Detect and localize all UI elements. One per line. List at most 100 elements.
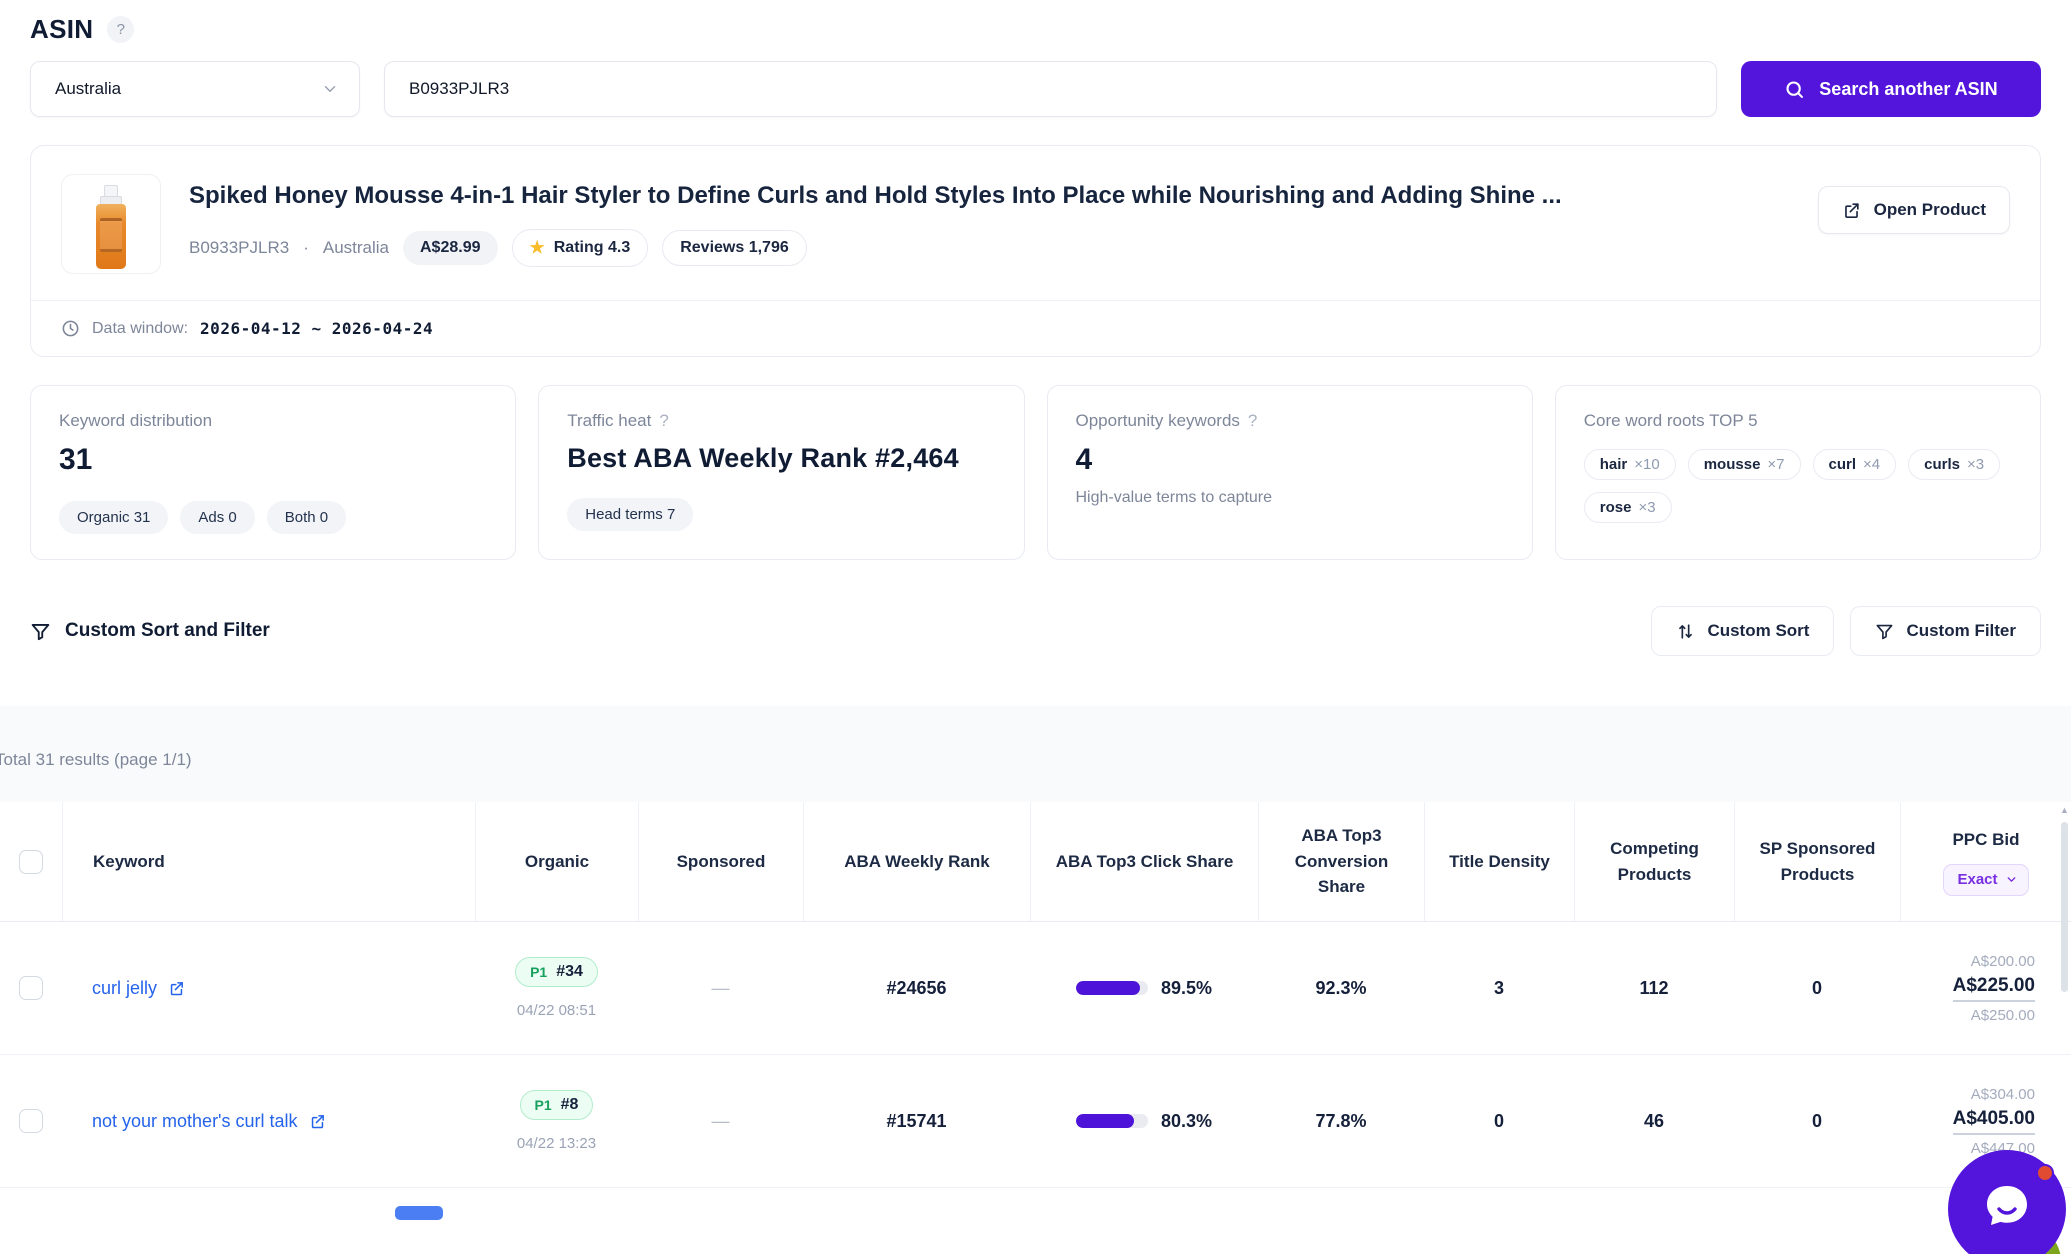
core-word-roots-card: Core word roots TOP 5 hair ×10 mousse ×7… xyxy=(1554,385,2041,560)
organic-cell: P1 #34 04/22 08:51 xyxy=(475,922,638,1054)
product-card: Spiked Honey Mousse 4-in-1 Hair Styler t… xyxy=(30,145,2041,357)
opportunity-keywords-caption: High-value terms to capture xyxy=(1075,489,1273,506)
search-another-asin-button[interactable]: Search another ASIN xyxy=(1741,61,2041,117)
organic-count-tag: Organic 31 xyxy=(59,501,169,534)
ppc-bid-high: A$250.00 xyxy=(1970,1006,2035,1024)
keyword-cell: not your mother's curl talk xyxy=(62,1055,475,1187)
competing-products-cell: 112 xyxy=(1639,977,1669,998)
sponsored-cell: — xyxy=(711,1110,730,1131)
root-word: curls xyxy=(1924,456,1961,473)
keyword-text: curl jelly xyxy=(92,977,158,998)
scrollbar-thumb[interactable] xyxy=(2061,822,2068,992)
root-count: ×3 xyxy=(1638,499,1656,516)
root-count: ×4 xyxy=(1863,456,1881,473)
custom-sort-label: Custom Sort xyxy=(1707,621,1810,640)
page-title: ASIN xyxy=(30,14,94,44)
ppc-bid-match-select[interactable]: Exact xyxy=(1943,863,2029,896)
select-all-checkbox[interactable] xyxy=(19,849,43,874)
organic-rank-badge: P1 #8 xyxy=(519,1090,594,1120)
root-tag-curl: curl ×4 xyxy=(1812,449,1897,480)
col-aba-weekly-rank[interactable]: ABA Weekly Rank xyxy=(803,802,1030,921)
chat-bubble-icon xyxy=(1981,1180,2033,1232)
ppc-bid-suggested: A$225.00 xyxy=(1952,975,2035,1002)
search-icon xyxy=(1784,79,1805,100)
col-ppc-bid: PPC Bid Exact xyxy=(1900,802,2071,921)
help-icon[interactable]: ? xyxy=(107,16,135,43)
col-aba-top3-click-share[interactable]: ABA Top3 Click Share xyxy=(1030,802,1258,921)
clock-icon xyxy=(61,319,80,338)
custom-sort-button[interactable]: Custom Sort xyxy=(1651,606,1835,656)
root-tag-rose: rose ×3 xyxy=(1583,492,1672,523)
reviews-label: Reviews 1,796 xyxy=(680,239,789,257)
sort-filter-toolbar: Custom Sort and Filter Custom Sort Custo… xyxy=(30,606,2041,656)
meta-dot-separator: · xyxy=(303,238,309,258)
toolbar-heading: Custom Sort and Filter xyxy=(30,620,270,642)
external-link-icon xyxy=(309,1113,326,1130)
col-sponsored[interactable]: Sponsored xyxy=(638,802,803,921)
results-section: Total 31 results (page 1/1) Keyword Orga… xyxy=(0,706,2071,1248)
sort-arrows-icon xyxy=(1676,622,1695,641)
col-sp-sponsored-products[interactable]: SP Sponsored Products xyxy=(1734,802,1900,921)
product-marketplace: Australia xyxy=(322,238,389,258)
organic-rank: #8 xyxy=(560,1096,579,1113)
external-link-icon xyxy=(168,980,185,997)
product-image xyxy=(61,174,161,274)
sp-sponsored-cell: 0 xyxy=(1811,1110,1822,1131)
keyword-link[interactable]: not your mother's curl talk xyxy=(92,1111,326,1132)
ppc-bid-cell: A$304.00 A$405.00 A$447.00 xyxy=(1900,1055,2071,1187)
data-window-label: Data window: xyxy=(92,319,189,337)
root-count: ×7 xyxy=(1767,456,1785,473)
root-word: curl xyxy=(1828,456,1857,473)
organic-timestamp: 04/22 13:23 xyxy=(516,1135,597,1152)
opportunity-keywords-label-text: Opportunity keywords xyxy=(1075,411,1240,430)
ads-count-tag: Ads 0 xyxy=(180,501,255,534)
position-badge: P1 xyxy=(534,1097,552,1113)
head-terms-tag: Head terms 7 xyxy=(567,498,694,531)
traffic-heat-help-icon[interactable]: ? xyxy=(659,411,669,430)
ppc-bid-cell: A$200.00 A$225.00 A$250.00 xyxy=(1900,922,2071,1054)
row-checkbox[interactable] xyxy=(19,1109,43,1133)
data-window-row: Data window: 2026-04-12 ~ 2026-04-24 xyxy=(31,300,2040,356)
chat-button[interactable] xyxy=(1948,1150,2066,1254)
stat-cards: Keyword distribution 31 Organic 31 Ads 0… xyxy=(30,385,2041,560)
organic-rank: #34 xyxy=(556,963,583,980)
sp-sponsored-cell: 0 xyxy=(1811,977,1822,998)
keyword-link[interactable]: curl jelly xyxy=(92,978,185,999)
click-share-bar xyxy=(1075,1114,1148,1128)
custom-filter-button[interactable]: Custom Filter xyxy=(1850,606,2041,656)
root-word: hair xyxy=(1599,456,1628,473)
results-summary: Total 31 results (page 1/1) xyxy=(0,750,192,769)
funnel-icon xyxy=(30,621,51,642)
asin-input[interactable] xyxy=(384,61,1717,117)
open-product-button[interactable]: Open Product xyxy=(1817,186,2010,234)
row-checkbox[interactable] xyxy=(19,976,43,1000)
conversion-share-cell: 92.3% xyxy=(1315,977,1367,998)
col-title-density[interactable]: Title Density xyxy=(1424,802,1574,921)
aba-weekly-rank-cell: #24656 xyxy=(886,977,947,998)
click-share-cell: 89.5% xyxy=(1030,922,1258,1054)
product-asin: B0933PJLR3 xyxy=(189,238,290,258)
traffic-heat-value: Best ABA Weekly Rank #2,464 xyxy=(567,443,959,473)
search-bar: Australia Search another ASIN xyxy=(30,61,2041,117)
rating-badge: ★ Rating 4.3 xyxy=(511,229,649,268)
next-row-fragment xyxy=(395,1206,443,1220)
col-organic[interactable]: Organic xyxy=(475,802,638,921)
row-select-cell xyxy=(0,922,62,1054)
select-all-cell xyxy=(0,802,62,921)
col-keyword[interactable]: Keyword xyxy=(62,802,475,921)
col-aba-top3-conversion-share[interactable]: ABA Top3 Conversion Share xyxy=(1258,802,1424,921)
page-header: ASIN ? xyxy=(0,0,2071,45)
scrollbar-up-icon[interactable]: ▲ xyxy=(2060,805,2069,815)
table-scrollbar[interactable]: ▲ xyxy=(2059,802,2071,1248)
click-share-value: 89.5% xyxy=(1160,977,1213,998)
opportunity-keywords-card: Opportunity keywords ? 4 High-value term… xyxy=(1046,385,1533,560)
data-window-value: 2026-04-12 ~ 2026-04-24 xyxy=(200,319,434,338)
traffic-heat-label-text: Traffic heat xyxy=(567,411,652,430)
country-select[interactable]: Australia xyxy=(30,61,360,117)
table-row: curl jelly P1 #34 04/22 08:51 — #24656 xyxy=(0,922,2071,1055)
opportunity-keywords-label: Opportunity keywords ? xyxy=(1076,411,1504,431)
opportunity-keywords-help-icon[interactable]: ? xyxy=(1247,411,1258,430)
root-tag-curls: curls ×3 xyxy=(1908,449,2001,480)
toolbar-heading-label: Custom Sort and Filter xyxy=(65,620,270,641)
col-competing-products[interactable]: Competing Products xyxy=(1574,802,1734,921)
